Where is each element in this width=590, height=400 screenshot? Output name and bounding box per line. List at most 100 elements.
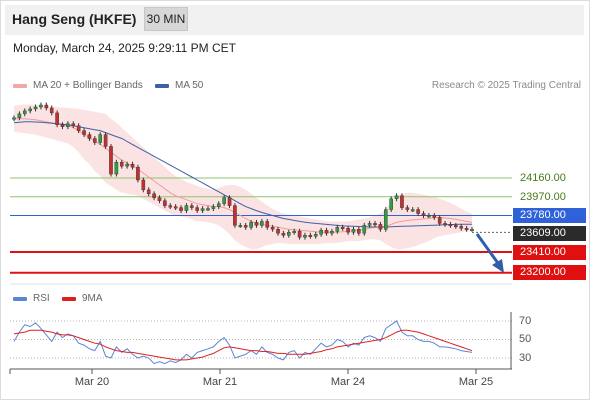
candle-body: [136, 166, 140, 181]
research-credit: Research © 2025 Trading Central: [431, 80, 581, 91]
x-tick-label: Mar 21: [202, 376, 238, 388]
support-2-tag: 23200.00: [513, 265, 586, 280]
candle-body: [238, 225, 243, 228]
candle-body: [367, 223, 372, 226]
candle-body: [76, 125, 81, 131]
candle-body: [308, 235, 313, 237]
candle-body: [146, 189, 151, 194]
rsi-tick-50: 50: [519, 333, 532, 345]
ma50-legend-label: MA 50: [175, 80, 204, 91]
candle-body: [270, 227, 275, 230]
candle-body: [383, 209, 388, 230]
candle-body: [206, 208, 210, 211]
rsi-tick-70: 70: [519, 315, 532, 327]
candle-body: [470, 229, 474, 232]
candle-body: [357, 229, 361, 234]
rsi-ma-line: [13, 329, 473, 361]
candle-body: [335, 227, 340, 232]
candle-body: [216, 203, 221, 207]
candle-body: [12, 117, 16, 120]
candle-body: [416, 209, 420, 214]
ma20-legend-swatch: [13, 84, 27, 88]
candle-body: [324, 230, 329, 234]
x-tick-label: Mar 24: [330, 376, 366, 388]
candle-body: [313, 234, 318, 237]
candle-body: [319, 230, 323, 235]
candle-body: [276, 229, 280, 234]
last-price-tag: 23609.00: [513, 226, 586, 241]
candle-body: [22, 110, 27, 115]
candle-body: [28, 108, 32, 112]
chart-header: Hang Seng (HKFE) 30 MIN: [5, 5, 584, 35]
candle-body: [330, 231, 334, 234]
candle-body: [254, 222, 259, 226]
candle-body: [119, 162, 124, 167]
candle-body: [109, 146, 113, 175]
projection-arrow-head: [492, 259, 504, 273]
candle-body: [125, 163, 129, 167]
timeframe-badge[interactable]: 30 MIN: [144, 7, 188, 31]
candle-body: [427, 215, 431, 218]
candle-body: [82, 130, 86, 135]
rsi-line: [13, 320, 473, 365]
candle-body: [17, 113, 22, 119]
candle-body: [200, 208, 205, 211]
candle-body: [163, 200, 167, 206]
rsi-ma-legend-label: 9MA: [82, 293, 103, 304]
candle-body: [141, 179, 146, 191]
candle-body: [249, 222, 253, 228]
candle-body: [378, 224, 383, 230]
candle-body: [389, 198, 393, 210]
candle-body: [39, 104, 43, 108]
resistance-1-label: 23970.00: [520, 191, 566, 203]
candle-body: [464, 228, 469, 231]
candle-body: [394, 195, 399, 199]
candle-body: [195, 207, 200, 211]
candle-body: [222, 197, 226, 204]
candle-body: [190, 205, 194, 208]
candle-body: [373, 223, 377, 226]
candle-body: [292, 231, 296, 233]
candle-body: [454, 225, 458, 228]
candle-body: [400, 195, 404, 208]
candle-body: [362, 225, 367, 234]
ma20-legend-label: MA 20 + Bollinger Bands: [33, 80, 143, 91]
resistance-2-label: 24160.00: [520, 172, 566, 184]
candle-body: [448, 224, 453, 227]
candle-body: [346, 228, 350, 233]
candle-body: [260, 221, 264, 226]
candle-body: [211, 206, 216, 209]
rsi-legend-swatch: [13, 297, 27, 301]
candle-body: [432, 215, 437, 218]
candle-body: [44, 104, 49, 109]
candle-body: [227, 197, 232, 206]
candle-body: [87, 134, 92, 139]
candle-body: [66, 123, 70, 127]
ma50-legend-swatch: [155, 84, 169, 88]
projection-arrow-shaft: [475, 233, 502, 267]
candle-body: [157, 197, 162, 201]
candle-body: [233, 205, 237, 226]
x-tick-label: Mar 20: [74, 376, 110, 388]
instrument-title: Hang Seng (HKFE): [12, 11, 137, 27]
candle-body: [60, 124, 65, 127]
rsi-legend-label: RSI: [33, 293, 50, 304]
ma50-line: [13, 121, 472, 228]
candle-body: [340, 227, 345, 230]
x-tick-label: Mar 25: [458, 376, 494, 388]
chart-datetime: Monday, March 24, 2025 9:29:11 PM CET: [13, 41, 237, 55]
candle-body: [98, 134, 103, 143]
candle-body: [168, 205, 173, 208]
candle-body: [287, 232, 291, 236]
candle-body: [410, 209, 415, 212]
candle-body: [459, 226, 464, 229]
candle-body: [405, 207, 410, 210]
candle-body: [265, 221, 270, 228]
bollinger-band-fill: [14, 104, 472, 249]
candle-body: [443, 223, 447, 226]
candle-body: [173, 206, 178, 209]
candle-body: [33, 106, 38, 110]
candle-body: [297, 231, 302, 238]
candle-body: [55, 112, 59, 125]
